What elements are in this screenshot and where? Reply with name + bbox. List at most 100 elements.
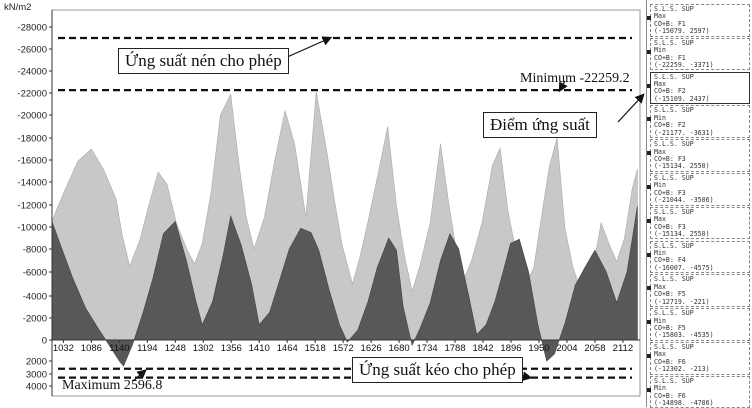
annotation-arrow-1 [558,80,568,93]
legend-entry-11-line-4: (-12302. -213) [654,365,710,374]
legend-entry-1-line-2: Max [654,12,666,21]
legend-entry-4-line-2: Min [654,113,666,122]
legend-entry-3-line-2: Max [654,80,666,88]
legend-marker-6 [647,185,651,189]
annotation-arrow-3 [132,369,147,382]
stress-chart: -28000 -26000 -24000 -22000 -20000 -18000 -160… [4,2,645,397]
y-tick-label-0: -28000 [17,23,47,34]
chart-area: -28000 -26000 -24000 -22000 -20000 -18000 -160… [4,2,645,397]
legend-marker-4 [647,117,651,122]
series-2-area [51,206,638,367]
y-tick-label-7: -14000 [17,178,47,189]
legend-entry-12-line-3: CO+B: F6 [654,391,686,400]
legend-entry-9-line-3: CO+B: F5 [654,290,686,299]
legend-entry-9[interactable]: S.L.S. SUP Max CO+B: F5 (-12719. -221) [650,274,750,307]
legend-entry-7-line-4: (-15134. 2550) [654,230,710,239]
y-axis-label: kN/m2 [4,2,31,13]
x-tick-label-20: 2112 [613,343,633,354]
legend-marker-12 [647,387,651,392]
legend-entry-8-line-3: CO+B: F4 [654,256,686,265]
legend-entry-10-line-3: CO+B: F5 [654,324,686,332]
y-tick-label-5: -18000 [17,134,47,145]
legend-entry-5[interactable]: S.L.S. SUP Max CO+B: F3 (-15134. 2550) [650,139,750,172]
legend-entry-11-line-3: CO+B: F6 [654,357,686,366]
legend-marker-9 [647,286,651,291]
y-tick-label-2: -24000 [17,67,47,78]
legend-entry-1-line-3: CO+B: F1 [654,19,686,28]
y-tick-label-11: -6000 [23,268,47,279]
y-tick-label-10: -8000 [23,245,47,256]
y-tick-label-15: 2000 [26,357,47,368]
legend-marker-3 [647,83,651,88]
legend-entry-7-line-2: Max [654,215,666,224]
x-tick-label-5: 1302 [193,343,214,354]
legend-panel: S.L.S. SUP Max CO+B: F1 (-15079. 2597) S.L.S… [646,0,752,408]
annotation-maximum: Maximum 2596.8 [62,378,163,393]
legend-entry-7-line-1: S.L.S. SUP [654,207,694,216]
y-tick-label-1: -26000 [17,45,47,56]
legend-entry-5-line-4: (-15134. 2550) [654,162,710,171]
annotation-arrow-0 [284,36,333,59]
legend-entry-5-line-2: Max [654,147,666,156]
legend-entry-9-line-2: Max [654,282,666,291]
legend-marker-7 [647,218,651,223]
legend-entry-6-line-2: Min [654,181,666,190]
legend-entry-12-line-2: Min [654,384,666,393]
legend-entry-8-line-2: Min [654,249,666,257]
legend-entry-3-line-3: CO+B: F2 [654,87,686,96]
legend-entry-3[interactable]: S.L.S. SUP Max CO+B: F2 (-15109. 2437) [650,71,750,105]
legend-entry-7[interactable]: S.L.S. SUP Max CO+B: F3 (-15134. 2550) [650,206,750,240]
x-tick-label-13: 1734 [417,343,438,354]
annotation-arrow-2 [617,93,645,123]
x-tick-label-15: 1842 [472,343,493,354]
x-tick-label-14: 1788 [444,343,465,354]
legend-entry-4-line-4: (-21177. -3631) [654,128,714,137]
legend-entry-9-line-4: (-12719. -221) [654,297,710,306]
legend-entry-9-line-1: S.L.S. SUP [654,275,694,284]
legend-entry-5-line-3: CO+B: F3 [654,155,686,163]
y-tick-label-17: 4000 [26,382,47,393]
annotation-tensile-allowable: Ứng suất kéo cho phép [352,357,523,383]
x-tick-label-0: 1032 [53,343,74,354]
legend-entry-4[interactable]: S.L.S. SUP Min CO+B: F2 (-21177. -3631) [650,105,750,138]
y-tick-label-13: -2000 [23,314,47,325]
legend-marker-1 [647,16,651,20]
x-tick-label-7: 1410 [249,343,270,354]
x-tick-label-16: 1896 [500,343,521,354]
legend-entry-3-line-4: (-15109. 2437) [654,94,710,103]
x-tick-label-6: 1356 [221,343,242,354]
legend-entry-6[interactable]: S.L.S. SUP Min CO+B: F3 (-21044. -3506) [650,173,750,206]
x-tick-label-19: 2058 [584,343,605,354]
y-tick-label-4: -20000 [17,111,47,122]
legend-entry-5-line-1: S.L.S. SUP [654,140,694,149]
annotation-minimum: Minimum -22259.2 [520,71,630,86]
legend-entry-10-line-2: Min [654,316,666,325]
legend-marker-11 [647,354,651,358]
y-tick-label-3: -22000 [17,89,47,100]
x-tick-label-4: 1248 [165,343,186,354]
legend-entry-6-line-4: (-21044. -3506) [654,196,714,205]
y-tick-label-6: -16000 [17,156,47,167]
x-tick-label-8: 1464 [277,343,298,354]
legend-entry-2[interactable]: S.L.S. SUP Min CO+B: F1 (-22259. -3371) [650,37,750,71]
x-tick-label-3: 1194 [137,343,157,354]
x-tick-label-10: 1572 [333,343,354,354]
legend-entry-12-line-1: S.L.S. SUP [654,376,694,385]
legend-entry-12-line-4: (-14898. -4706) [654,399,714,408]
legend-entry-8-line-1: S.L.S. SUP [654,241,694,250]
legend-entry-11[interactable]: S.L.S. SUP Max CO+B: F6 (-12302. -213) [650,342,750,375]
legend-entry-8[interactable]: S.L.S. SUP Min CO+B: F4 (-16007. -4575) [650,240,750,274]
legend-entry-1[interactable]: S.L.S. SUP Max CO+B: F1 (-15079. 2597) [650,4,750,37]
legend-entry-2-line-3: CO+B: F1 [654,53,686,62]
series-1-area [51,91,638,341]
legend-marker-2 [647,49,651,54]
x-tick-label-1: 1086 [81,343,102,354]
annotation-compressive-allowable: Ứng suất nén cho phép [118,48,289,74]
x-tick-label-11: 1626 [361,343,382,354]
legend-entry-6-line-1: S.L.S. SUP [654,174,694,182]
y-tick-label-9: -10000 [17,223,47,234]
y-tick-label-16: 3000 [26,370,47,381]
legend-marker-8 [647,252,651,257]
legend-entry-12[interactable]: S.L.S. SUP Min CO+B: F6 (-14898. -4706) [650,375,750,408]
legend-entry-10[interactable]: S.L.S. SUP Min CO+B: F5 (-15803. -4535) [650,308,750,341]
